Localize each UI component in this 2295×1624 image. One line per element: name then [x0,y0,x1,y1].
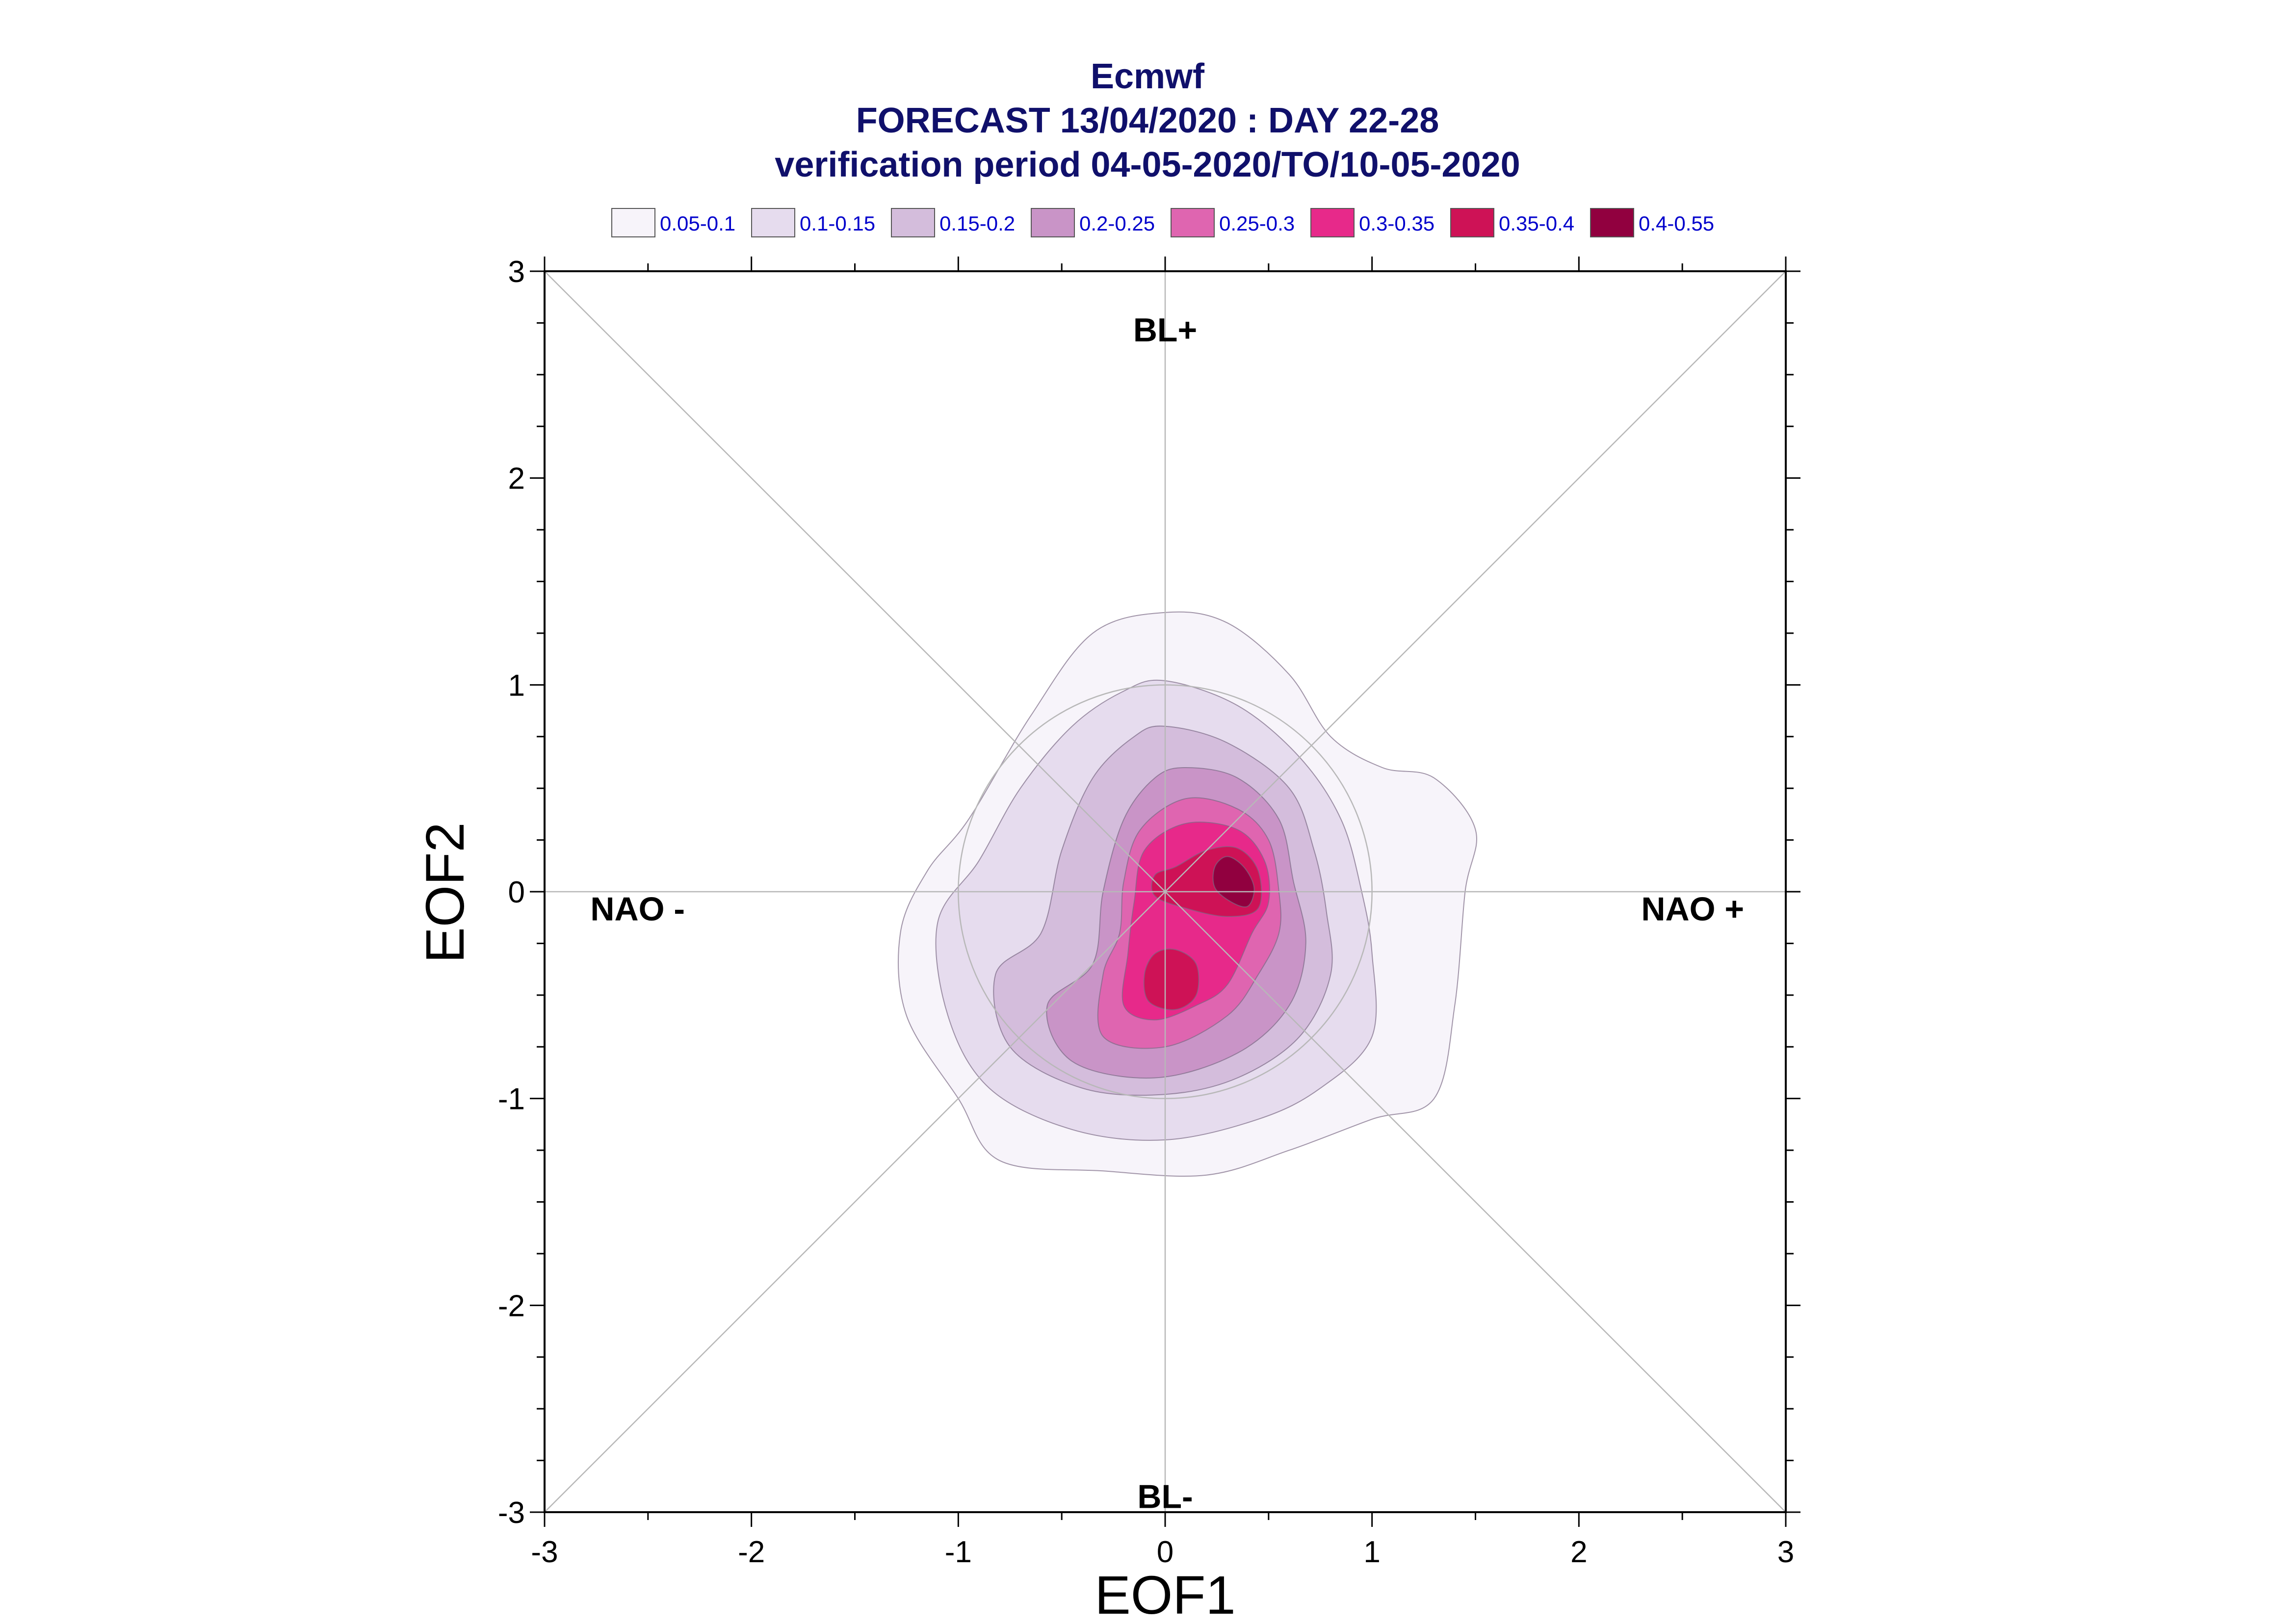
x-tick-label: 2 [1570,1535,1587,1569]
legend-label: 0.05-0.1 [660,212,735,235]
x-tick-label: -2 [738,1535,765,1569]
legend-label: 0.25-0.3 [1219,212,1295,235]
y-tick-label: 3 [508,255,525,289]
x-tick-label: -3 [531,1535,558,1569]
title-line-3: verification period 04-05-2020/TO/10-05-… [775,145,1520,184]
y-tick-label: 1 [508,669,525,702]
axis-ticks: -3 -2 -1 0 1 2 3 -3 -2 -1 0 1 2 3 [498,255,1800,1569]
legend-swatch [1450,208,1494,237]
legend-swatch [1171,208,1215,237]
contour-region [1143,948,1200,1010]
legend-swatch [611,208,655,237]
x-tick-label: -1 [945,1535,972,1569]
x-axis-title: EOF1 [1095,1565,1235,1624]
contour-region [1212,856,1255,908]
regime-label: BL- [1137,1478,1193,1515]
legend-swatch [891,208,935,237]
title-line-2: FORECAST 13/04/2020 : DAY 22-28 [856,101,1439,140]
y-axis-title: EOF2 [415,822,475,963]
regime-label: BL+ [1133,311,1197,349]
legend-label: 0.15-0.2 [939,212,1015,235]
title-line-1: Ecmwf [1091,57,1205,96]
x-tick-label: 1 [1363,1535,1380,1569]
contour-layer [897,611,1478,1177]
y-tick-label: 2 [508,462,525,496]
y-tick-label: 0 [508,876,525,909]
reference-lines [544,271,1786,1513]
legend-swatch [1310,208,1355,237]
legend-label: 0.4-0.55 [1639,212,1714,235]
legend-label: 0.2-0.25 [1079,212,1155,235]
regime-label: NAO - [590,891,685,928]
legend-label: 0.35-0.4 [1499,212,1574,235]
legend-label: 0.1-0.15 [800,212,875,235]
x-tick-label: 0 [1157,1535,1174,1569]
regime-labels: BL+ BL- NAO - NAO + [590,311,1744,1515]
y-tick-label: -2 [498,1289,525,1323]
x-tick-label: 3 [1777,1535,1794,1569]
legend: 0.05-0.1 0.1-0.15 0.15-0.2 0.2-0.25 0.25-0.3… [611,208,1714,237]
regime-label: NAO + [1641,891,1744,928]
y-tick-label: -3 [498,1496,525,1530]
legend-swatch [751,208,795,237]
unit-circle [958,684,1373,1099]
legend-swatch [1590,208,1634,237]
legend-label: 0.3-0.35 [1359,212,1434,235]
legend-swatch [1031,208,1075,237]
y-tick-label: -1 [498,1083,525,1116]
